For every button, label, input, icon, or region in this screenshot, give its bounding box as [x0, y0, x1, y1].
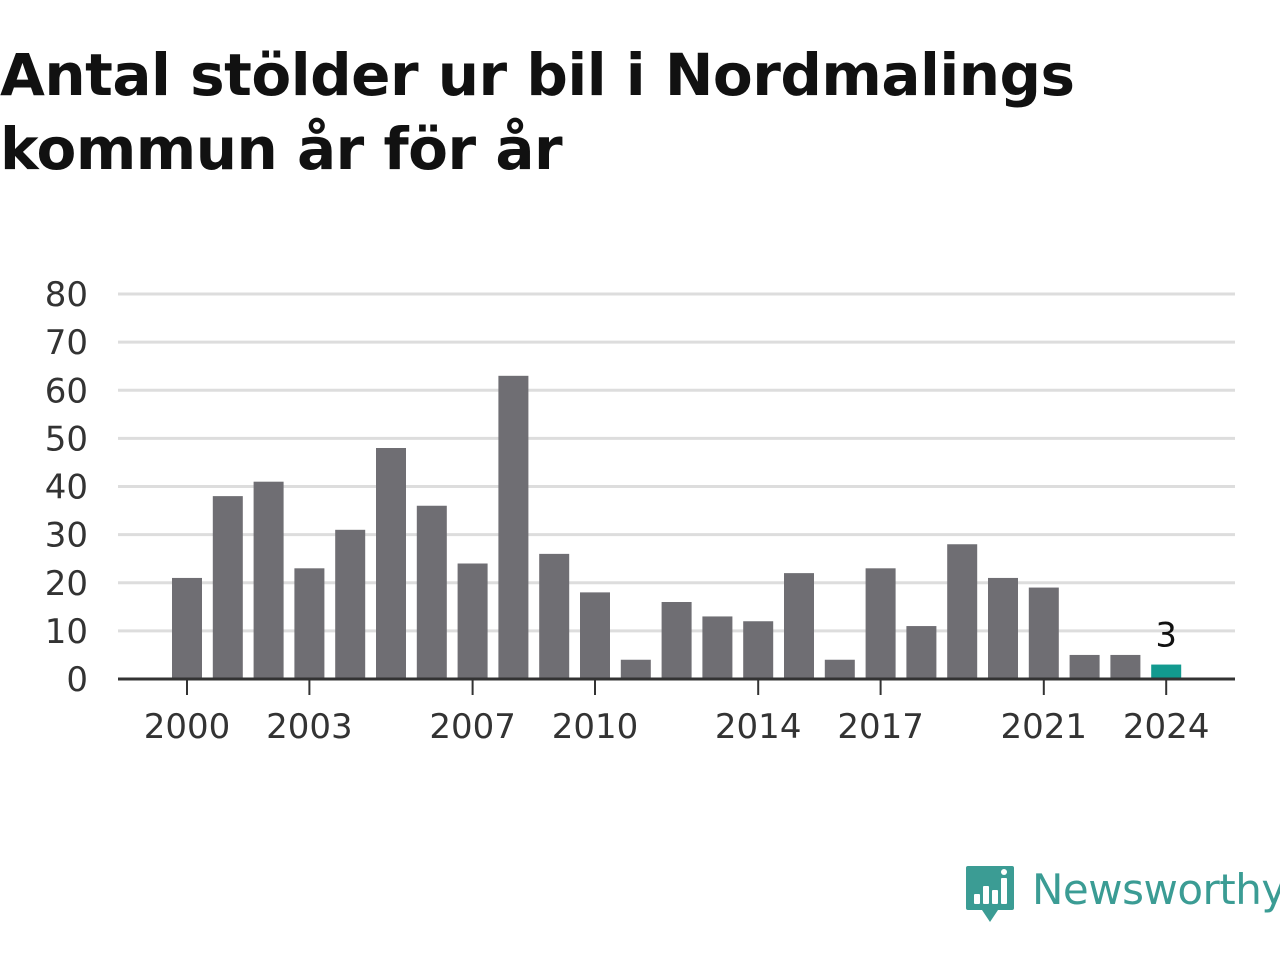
chart-title-line-2: kommun år för år [0, 115, 563, 183]
brand-name: Newsworthy [1032, 865, 1280, 914]
bar-2000 [172, 577, 202, 679]
bar-2024 [1151, 664, 1182, 679]
bar-2023 [1110, 654, 1141, 679]
bar-2022 [1069, 654, 1100, 679]
chart-title: Antal stölder ur bil i Nordmalings kommu… [0, 38, 1260, 186]
x-tick-label-2017: 2017 [837, 707, 924, 747]
bar-2007 [457, 563, 488, 679]
bar-2003 [294, 568, 325, 679]
x-tick-label-2014: 2014 [715, 707, 802, 747]
bar-2015 [784, 573, 814, 679]
bar-2012 [661, 602, 692, 679]
bar-2001 [212, 496, 243, 679]
y-tick-label-80: 80 [45, 275, 88, 315]
bar-2008 [498, 375, 529, 679]
bar-2014 [743, 621, 774, 679]
chart-title-line-1: Antal stölder ur bil i Nordmalings [0, 41, 1075, 109]
y-tick-label-20: 20 [45, 564, 88, 604]
y-tick-label-0: 0 [66, 660, 88, 700]
newsworthy-logo: Newsworthy [964, 864, 1280, 928]
y-tick-label-70: 70 [45, 323, 88, 363]
bar-2016 [824, 659, 855, 679]
data-label-2024: 3 [1155, 616, 1177, 656]
x-tick-label-2007: 2007 [429, 707, 516, 747]
y-tick-label-10: 10 [45, 612, 88, 652]
bar-2004 [335, 529, 366, 679]
bar-2011 [620, 659, 651, 679]
y-tick-label-40: 40 [45, 468, 88, 508]
bar-2005 [376, 448, 406, 679]
newsworthy-logo-icon [966, 866, 1014, 922]
x-tick-label-2024: 2024 [1123, 707, 1210, 747]
bar-2009 [539, 553, 570, 679]
bar-2013 [702, 616, 733, 679]
bar-2017 [865, 568, 896, 679]
bar-2010 [580, 592, 610, 679]
bar-2018 [906, 626, 937, 679]
bar-2002 [253, 481, 284, 679]
x-tick-label-2000: 2000 [144, 707, 231, 747]
bar-2020 [988, 577, 1018, 679]
x-tick-label-2021: 2021 [1001, 707, 1088, 747]
bar-2006 [416, 505, 447, 679]
y-tick-label-30: 30 [45, 516, 88, 556]
x-tick-label-2010: 2010 [552, 707, 639, 747]
x-tick-label-2003: 2003 [266, 707, 353, 747]
y-tick-label-60: 60 [45, 371, 88, 411]
y-tick-label-50: 50 [45, 419, 88, 459]
bar-2021 [1028, 587, 1059, 679]
bar-2019 [947, 544, 978, 679]
